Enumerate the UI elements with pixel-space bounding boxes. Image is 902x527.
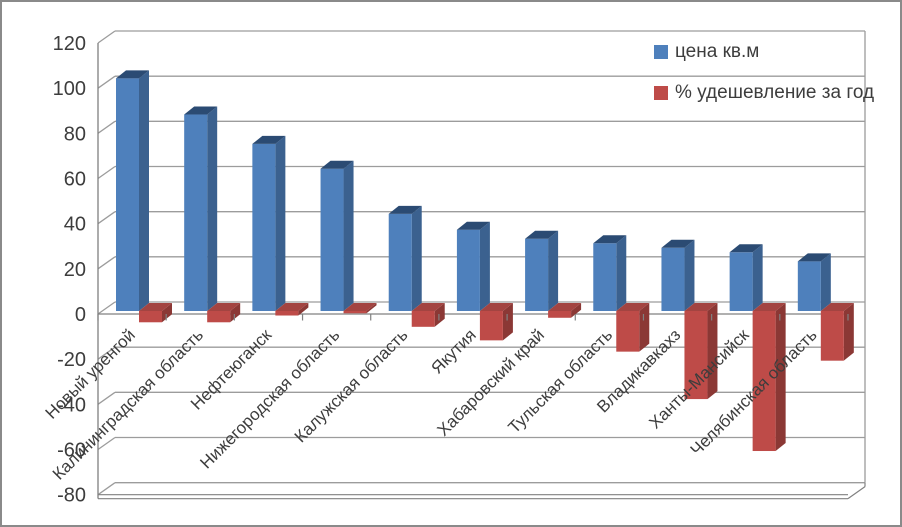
category-label: Якутия [428,325,480,377]
y-tick-label: 20 [64,259,86,281]
legend-label-percent: % удешевление за год [675,82,875,103]
bar-percent-0 [139,303,172,323]
bar-price-7 [593,235,627,311]
y-tick-label: -60 [57,439,86,461]
y-tick-label: 120 [53,33,86,55]
y-tick-label: -40 [57,394,86,416]
bar-price-8 [661,239,695,311]
bar-percent-1 [207,303,241,323]
bar-percent-4 [411,303,445,327]
bar-percent-8 [684,303,718,400]
bar-price-3 [320,160,354,311]
bar-percent-6 [548,303,582,318]
y-tick-label: -20 [57,349,86,371]
bar-percent-5 [479,303,513,341]
y-axis-labels: 120 100 80 60 40 20 0 -20 -40 -60 -80 [53,33,86,507]
bar-percent-10 [820,303,854,361]
legend-swatch-percent [654,86,668,100]
legend-swatch-price [654,45,668,59]
legend-label-price: цена кв.м [675,41,760,62]
bars [116,70,854,452]
bar-percent-7 [616,303,650,352]
bar-price-4 [388,205,422,311]
bar-price-1 [184,106,218,312]
y-tick-label: 0 [75,304,86,326]
legend-item-price: цена кв.м [654,41,874,63]
y-tick-label: 40 [64,214,86,236]
legend-item-percent: % удешевление за год [654,82,874,104]
y-tick-label: 80 [64,123,86,145]
y-tick-label: 100 [53,78,86,100]
y-tick-label: -80 [57,485,86,507]
bar-percent-3 [343,303,377,314]
bar-price-5 [456,221,490,311]
category-ticks [97,314,849,321]
bar-percent-9 [752,303,786,452]
plot-walls [97,31,866,500]
bar-price-0 [116,70,149,311]
bar-percent-2 [275,303,309,316]
bar-price-9 [729,244,763,311]
bar-price-10 [797,253,831,311]
y-tick-label: 60 [64,169,86,191]
bar-price-2 [252,135,286,311]
legend: цена кв.м % удешевление за год [654,41,874,104]
category-label: Калужская область [291,325,412,446]
bar-price-6 [525,230,559,311]
